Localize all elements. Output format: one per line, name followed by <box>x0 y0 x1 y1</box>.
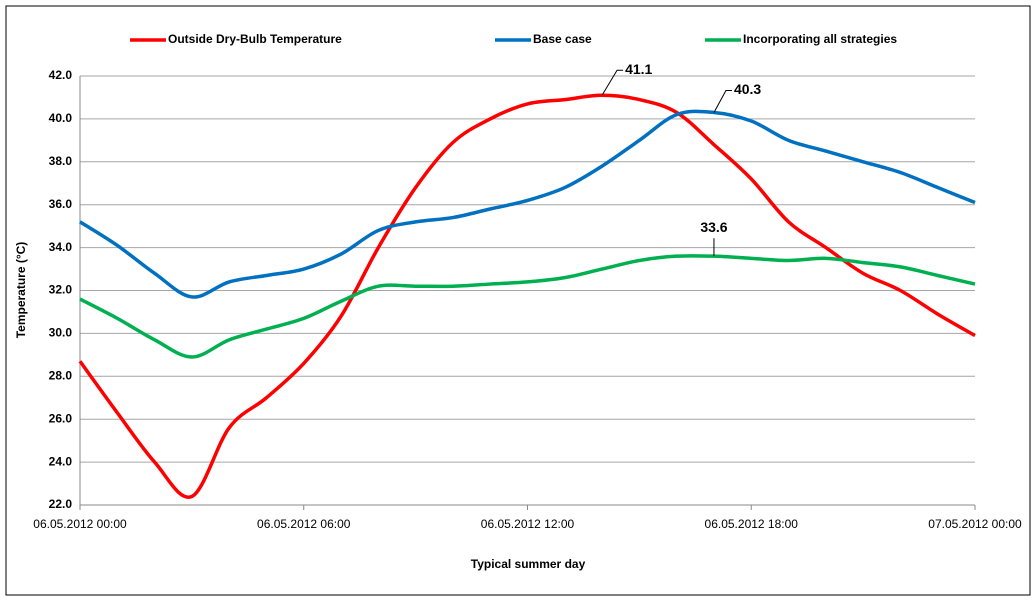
x-axis-label: Typical summer day <box>471 557 586 571</box>
y-tick-label: 22.0 <box>49 497 73 511</box>
y-tick-label: 40.0 <box>49 111 73 125</box>
chart-border <box>5 5 1031 596</box>
y-tick-label: 36.0 <box>49 197 73 211</box>
annotation: 40.3 <box>734 81 761 97</box>
annotation-leader <box>601 69 624 96</box>
series-line <box>79 254 976 359</box>
x-tick-label: 06.05.2012 18:00 <box>705 517 799 531</box>
annotation: 33.6 <box>700 219 727 235</box>
y-tick-label: 30.0 <box>49 326 73 340</box>
y-tick-label: 38.0 <box>49 154 73 168</box>
series-line <box>79 109 976 299</box>
series-line <box>78 93 976 499</box>
legend-label: Base case <box>533 32 592 46</box>
y-tick-label: 24.0 <box>49 454 73 468</box>
y-tick-label: 32.0 <box>49 283 73 297</box>
annotation-leader <box>713 89 732 113</box>
y-tick-label: 34.0 <box>49 240 73 254</box>
x-tick-label: 06.05.2012 12:00 <box>481 517 575 531</box>
x-tick-label: 06.05.2012 06:00 <box>257 517 351 531</box>
annotation: 41.1 <box>625 61 652 77</box>
y-axis-label: Temperature (°C) <box>14 242 28 339</box>
y-tick-label: 26.0 <box>49 411 73 425</box>
y-tick-label: 42.0 <box>49 68 73 82</box>
x-tick-label: 06.05.2012 00:00 <box>33 517 127 531</box>
x-tick-label: 07.05.2012 00:00 <box>928 517 1022 531</box>
legend-label: Incorporating all strategies <box>743 32 897 46</box>
y-tick-label: 28.0 <box>49 368 73 382</box>
legend-label: Outside Dry-Bulb Temperature <box>168 32 342 46</box>
